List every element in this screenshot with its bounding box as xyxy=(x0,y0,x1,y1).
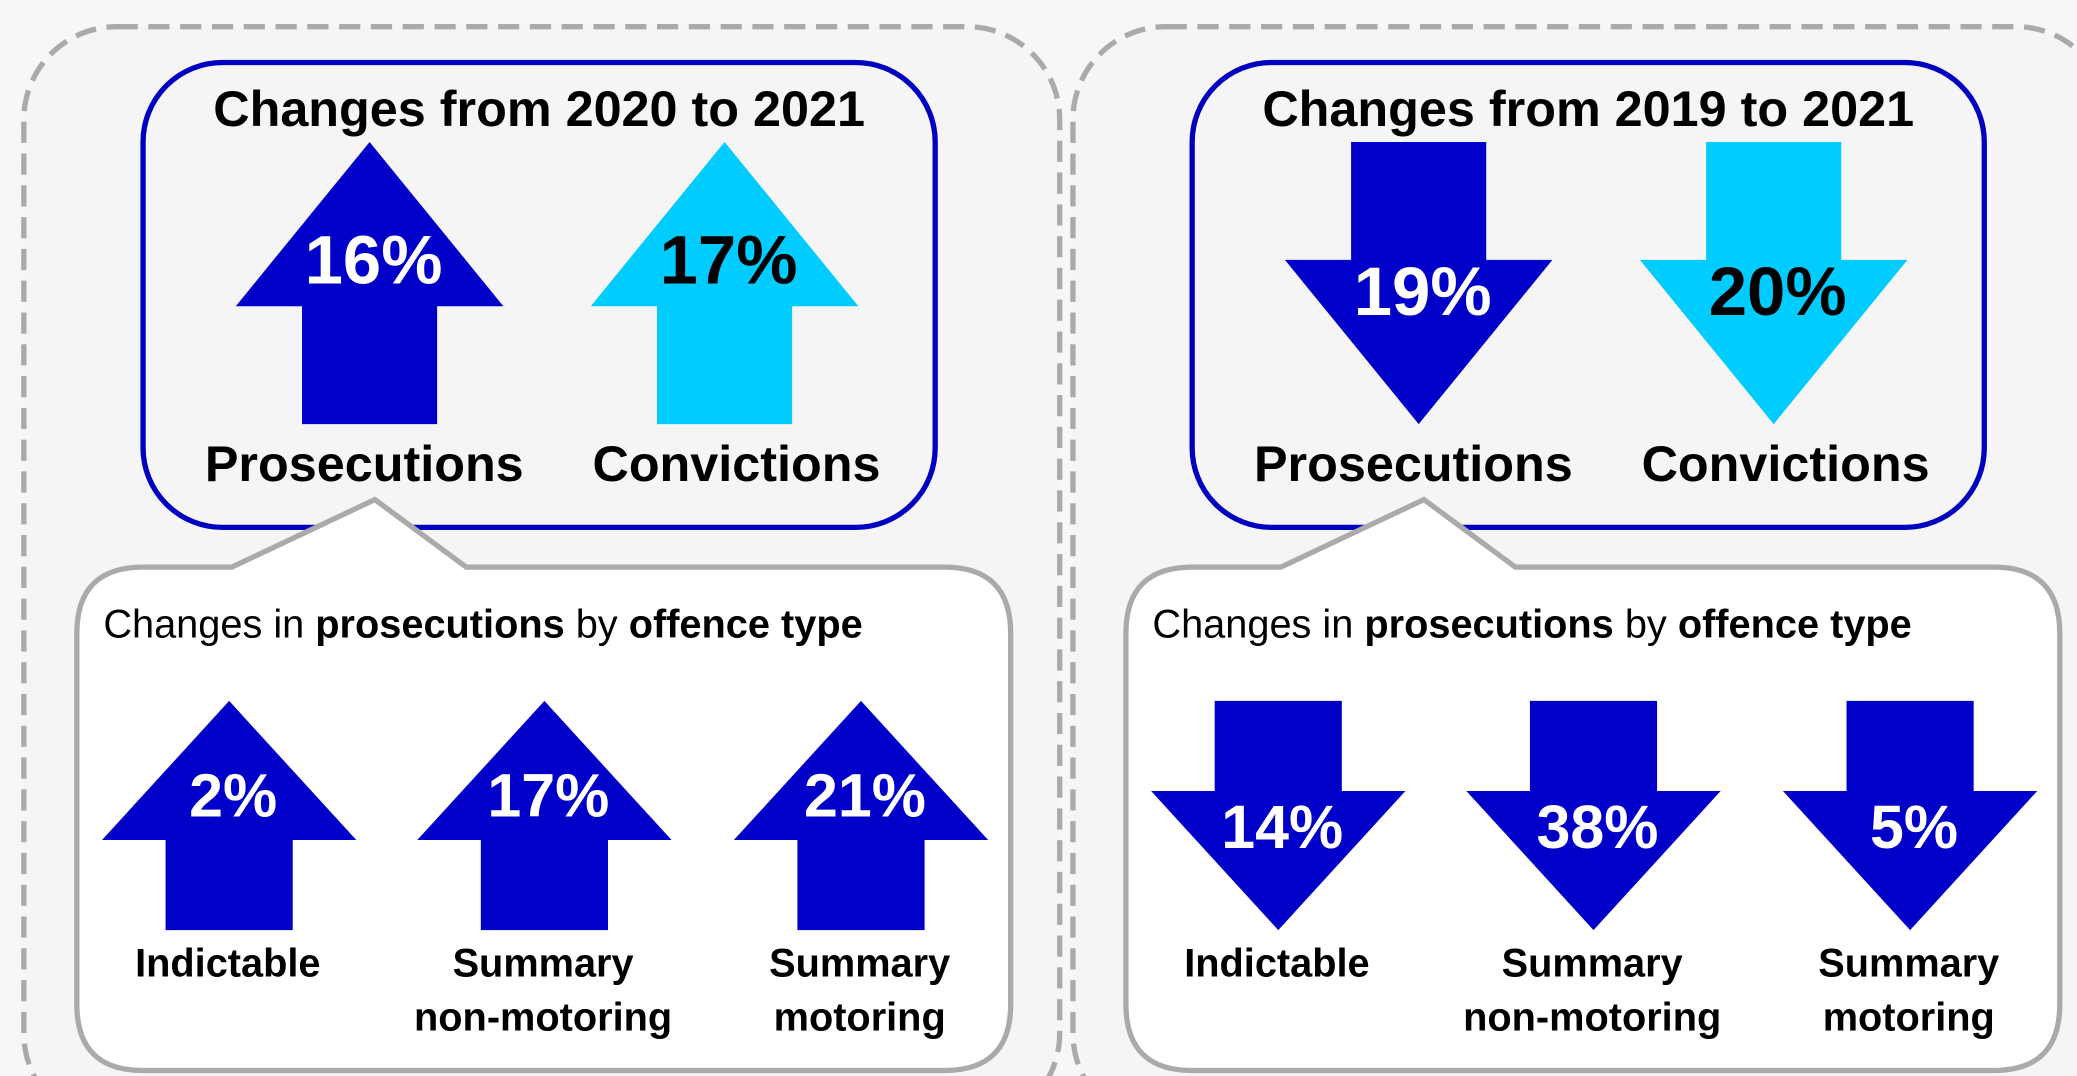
offence-label: motoring xyxy=(774,996,946,1040)
arrow xyxy=(1151,700,1406,931)
change-label: 20% xyxy=(1709,253,1847,330)
subtitle: Changes in prosecutions by offence type xyxy=(1152,602,1911,646)
subtitle-part: Changes in xyxy=(1152,602,1364,646)
change-label: 38% xyxy=(1537,793,1659,861)
measure-label: Prosecutions xyxy=(1254,435,1573,492)
offence-label: non-motoring xyxy=(1463,996,1721,1040)
offence-label: non-motoring xyxy=(414,996,672,1040)
offence-label: motoring xyxy=(1823,996,1995,1040)
offence-label: Summary xyxy=(769,941,950,985)
panel-title: Changes from 2019 to 2021 xyxy=(1262,80,1914,137)
subtitle-part: by xyxy=(565,602,629,646)
arrow xyxy=(733,700,989,931)
change-label: 17% xyxy=(660,221,798,298)
measure-label: Convictions xyxy=(592,435,880,492)
arrow xyxy=(1639,141,1908,425)
arrow xyxy=(101,700,357,931)
subtitle-part: Changes in xyxy=(103,602,315,646)
arrow xyxy=(1782,700,2038,931)
change-label: 14% xyxy=(1221,793,1343,861)
offence-label: Indictable xyxy=(1184,941,1369,985)
change-label: 19% xyxy=(1354,253,1492,330)
subtitle-part: offence type xyxy=(1678,602,1912,646)
change-label: 2% xyxy=(189,761,277,829)
summary-box xyxy=(1189,59,1987,531)
summary-box xyxy=(140,59,938,531)
subtitle: Changes in prosecutions by offence type xyxy=(103,602,862,646)
arrow xyxy=(1466,700,1721,931)
change-label: 16% xyxy=(305,221,443,298)
offence-label: Summary xyxy=(1502,941,1683,985)
subtitle-part: prosecutions xyxy=(1364,602,1613,646)
subtitle-part: prosecutions xyxy=(315,602,564,646)
change-label: 5% xyxy=(1870,793,1958,861)
arrow xyxy=(590,141,859,425)
panel-title: Changes from 2020 to 2021 xyxy=(213,80,865,137)
subtitle-part: by xyxy=(1614,602,1678,646)
arrow xyxy=(235,141,504,425)
arrow xyxy=(1284,141,1553,425)
change-label: 21% xyxy=(804,761,926,829)
subtitle-part: offence type xyxy=(629,602,863,646)
measure-label: Convictions xyxy=(1642,435,1930,492)
offence-label: Summary xyxy=(453,941,634,985)
offence-label: Indictable xyxy=(135,941,320,985)
offence-label: Summary xyxy=(1818,941,1999,985)
change-label: 17% xyxy=(487,761,609,829)
measure-label: Prosecutions xyxy=(205,435,524,492)
